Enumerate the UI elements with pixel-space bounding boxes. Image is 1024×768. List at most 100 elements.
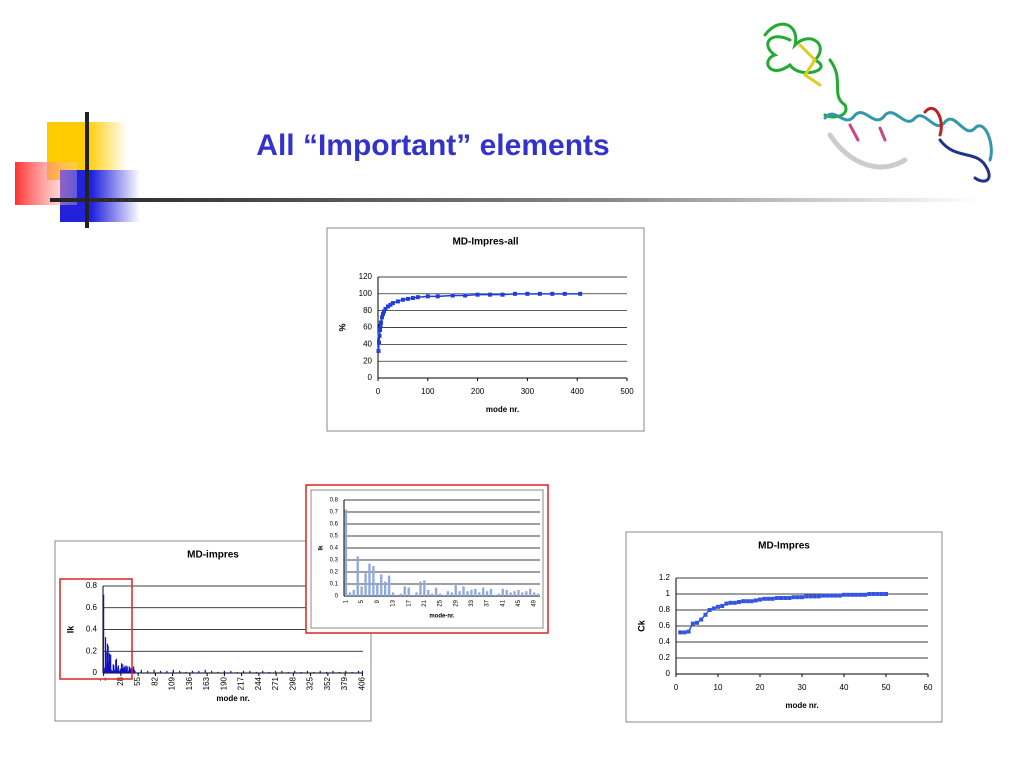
bar	[517, 590, 520, 596]
marker	[377, 328, 382, 333]
bar	[419, 581, 422, 596]
x-tick-label: 17	[406, 599, 412, 606]
marker	[795, 595, 800, 600]
marker	[379, 315, 384, 320]
marker	[741, 599, 746, 604]
x-tick-label: 82	[150, 676, 159, 685]
marker	[812, 594, 817, 599]
bar	[489, 588, 493, 596]
bar	[497, 593, 501, 596]
marker	[380, 312, 385, 317]
x-tick-label: 100	[421, 387, 435, 396]
bar	[351, 671, 353, 673]
y-tick-label: 0.3	[330, 558, 339, 564]
x-tick-label: 190	[219, 676, 228, 690]
marker	[525, 291, 530, 296]
marker	[703, 612, 708, 617]
x-tick-label: 13	[391, 599, 397, 606]
bar	[120, 669, 122, 673]
bar	[364, 573, 367, 596]
marker	[425, 294, 430, 299]
marker	[699, 617, 704, 622]
bar	[122, 668, 125, 673]
marker	[686, 629, 691, 634]
bar	[115, 659, 117, 673]
y-tick-label: 0.4	[659, 637, 671, 646]
marker	[737, 600, 741, 604]
x-tick-label: 0	[376, 387, 381, 396]
y-tick-label: 0.4	[330, 546, 339, 552]
marker	[537, 291, 542, 296]
y-tick-label: 0.6	[659, 621, 671, 630]
y-tick-label: 0.8	[330, 498, 339, 504]
bar	[470, 590, 473, 596]
marker	[405, 296, 410, 301]
bar	[383, 581, 387, 596]
marker	[779, 596, 783, 600]
bar	[442, 594, 446, 596]
y-tick-label: 0	[368, 373, 373, 382]
marker	[875, 592, 880, 596]
decoration	[15, 112, 980, 228]
y-tick-label: 0.1	[330, 582, 339, 588]
bar	[466, 591, 469, 596]
y-tick-label: 0.2	[330, 570, 339, 576]
bar	[532, 592, 536, 596]
chart-ck: MD-Impres 0 0.2 0.4 0.6 0.8 1 1.2 0 10 20 30 40 50 60 m…	[625, 531, 943, 723]
y-tick-label: 0.6	[330, 522, 339, 528]
y-tick-label: 0.8	[86, 581, 98, 590]
y-axis-label: Ik	[65, 625, 75, 634]
bar	[509, 592, 512, 596]
marker	[395, 299, 400, 304]
bar	[109, 659, 111, 673]
x-axis-label: mode nr.	[486, 405, 519, 414]
bar	[344, 509, 348, 596]
bar	[395, 594, 399, 596]
bar	[446, 591, 450, 596]
marker	[808, 594, 813, 599]
x-tick-label: 325	[306, 676, 315, 690]
bar	[391, 592, 395, 596]
bar	[458, 591, 461, 596]
bar	[478, 592, 481, 596]
bar	[105, 664, 107, 673]
bar	[110, 669, 112, 673]
x-tick-label: 300	[521, 387, 535, 396]
bar	[122, 664, 124, 673]
bar	[249, 670, 251, 673]
x-tick-label: 49	[532, 599, 538, 606]
marker	[825, 593, 830, 598]
marker	[884, 592, 888, 596]
marker	[562, 291, 567, 296]
bar	[399, 593, 403, 596]
bar	[179, 670, 181, 673]
marker	[690, 621, 695, 626]
bar	[140, 669, 142, 673]
bar	[110, 654, 112, 673]
marker	[879, 592, 884, 596]
marker	[435, 294, 440, 299]
x-tick-label: 9	[375, 599, 381, 603]
y-axis-label: Ck	[636, 619, 646, 631]
bar	[319, 670, 321, 673]
x-tick-label: 55	[133, 676, 142, 685]
bar	[501, 588, 504, 596]
bar	[262, 670, 264, 673]
bar	[159, 670, 162, 673]
x-tick-label: 379	[340, 676, 349, 690]
bar	[411, 594, 414, 596]
bar	[125, 665, 127, 673]
marker	[858, 592, 863, 597]
marker	[450, 293, 455, 298]
chart-box	[326, 227, 645, 432]
x-tick-label: 21	[422, 599, 428, 606]
chart-box	[310, 489, 544, 629]
marker	[728, 600, 733, 605]
x-tick-label: 37	[485, 599, 491, 606]
marker	[376, 349, 381, 354]
marker	[816, 594, 821, 599]
x-tick-label: 271	[271, 676, 280, 690]
bar	[313, 671, 315, 673]
x-tick-label: 244	[254, 676, 263, 690]
bar	[536, 593, 540, 596]
